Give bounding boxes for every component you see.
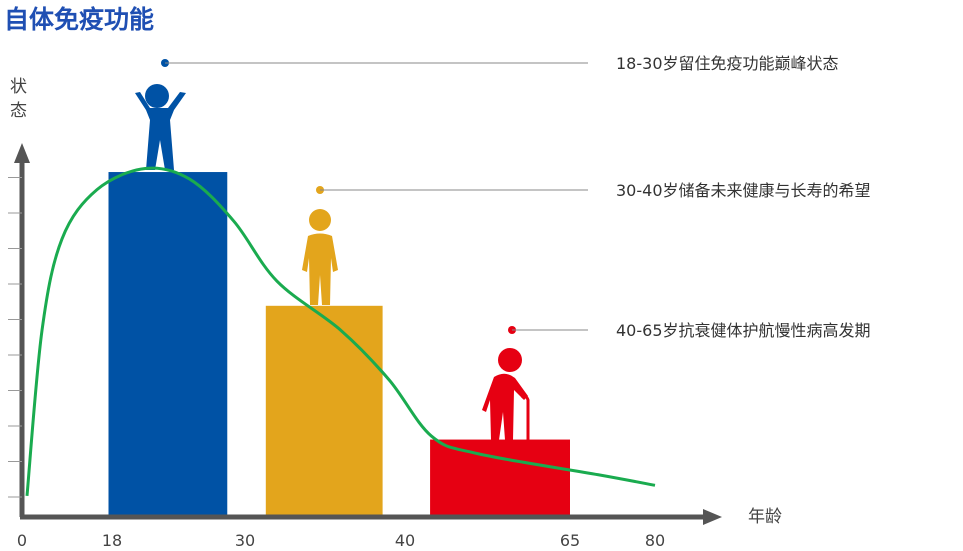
x-tick-label: 40	[395, 531, 415, 550]
elderly-person-with-cane-icon	[482, 348, 530, 440]
y-axis-label: 状态	[10, 77, 27, 121]
x-tick-label: 65	[560, 531, 580, 550]
bar	[265, 305, 383, 515]
y-axis-label-char: 状	[10, 77, 27, 97]
chart-title: 自体免疫功能	[4, 5, 154, 34]
figure-body	[135, 92, 186, 170]
annotation-text: 40-65岁抗衰健体护航慢性病高发期	[616, 321, 871, 340]
x-tick-label: 30	[235, 531, 255, 550]
x-axis-label: 年龄	[748, 507, 782, 527]
annotation-text: 18-30岁留住免疫功能巅峰状态	[616, 54, 839, 73]
y-axis-label-char: 态	[10, 101, 27, 121]
x-tick-label: 80	[645, 531, 665, 550]
bar	[108, 172, 228, 516]
x-axis-arrow	[703, 509, 722, 525]
annotation-text: 30-40岁储备未来健康与长寿的希望	[616, 181, 871, 200]
x-tick-label: 0	[17, 531, 27, 550]
figure-head	[145, 84, 169, 108]
cheering-person-icon	[135, 84, 186, 170]
y-axis-arrow	[14, 143, 30, 163]
standing-person-icon	[302, 209, 338, 305]
x-tick-label: 18	[102, 531, 122, 550]
figure-body	[302, 233, 338, 305]
figure-body	[482, 373, 528, 440]
immune-curve	[25, 166, 656, 497]
bar	[430, 439, 570, 515]
figure-head	[498, 348, 522, 372]
cane-icon	[520, 394, 530, 440]
figure-head	[309, 209, 331, 231]
